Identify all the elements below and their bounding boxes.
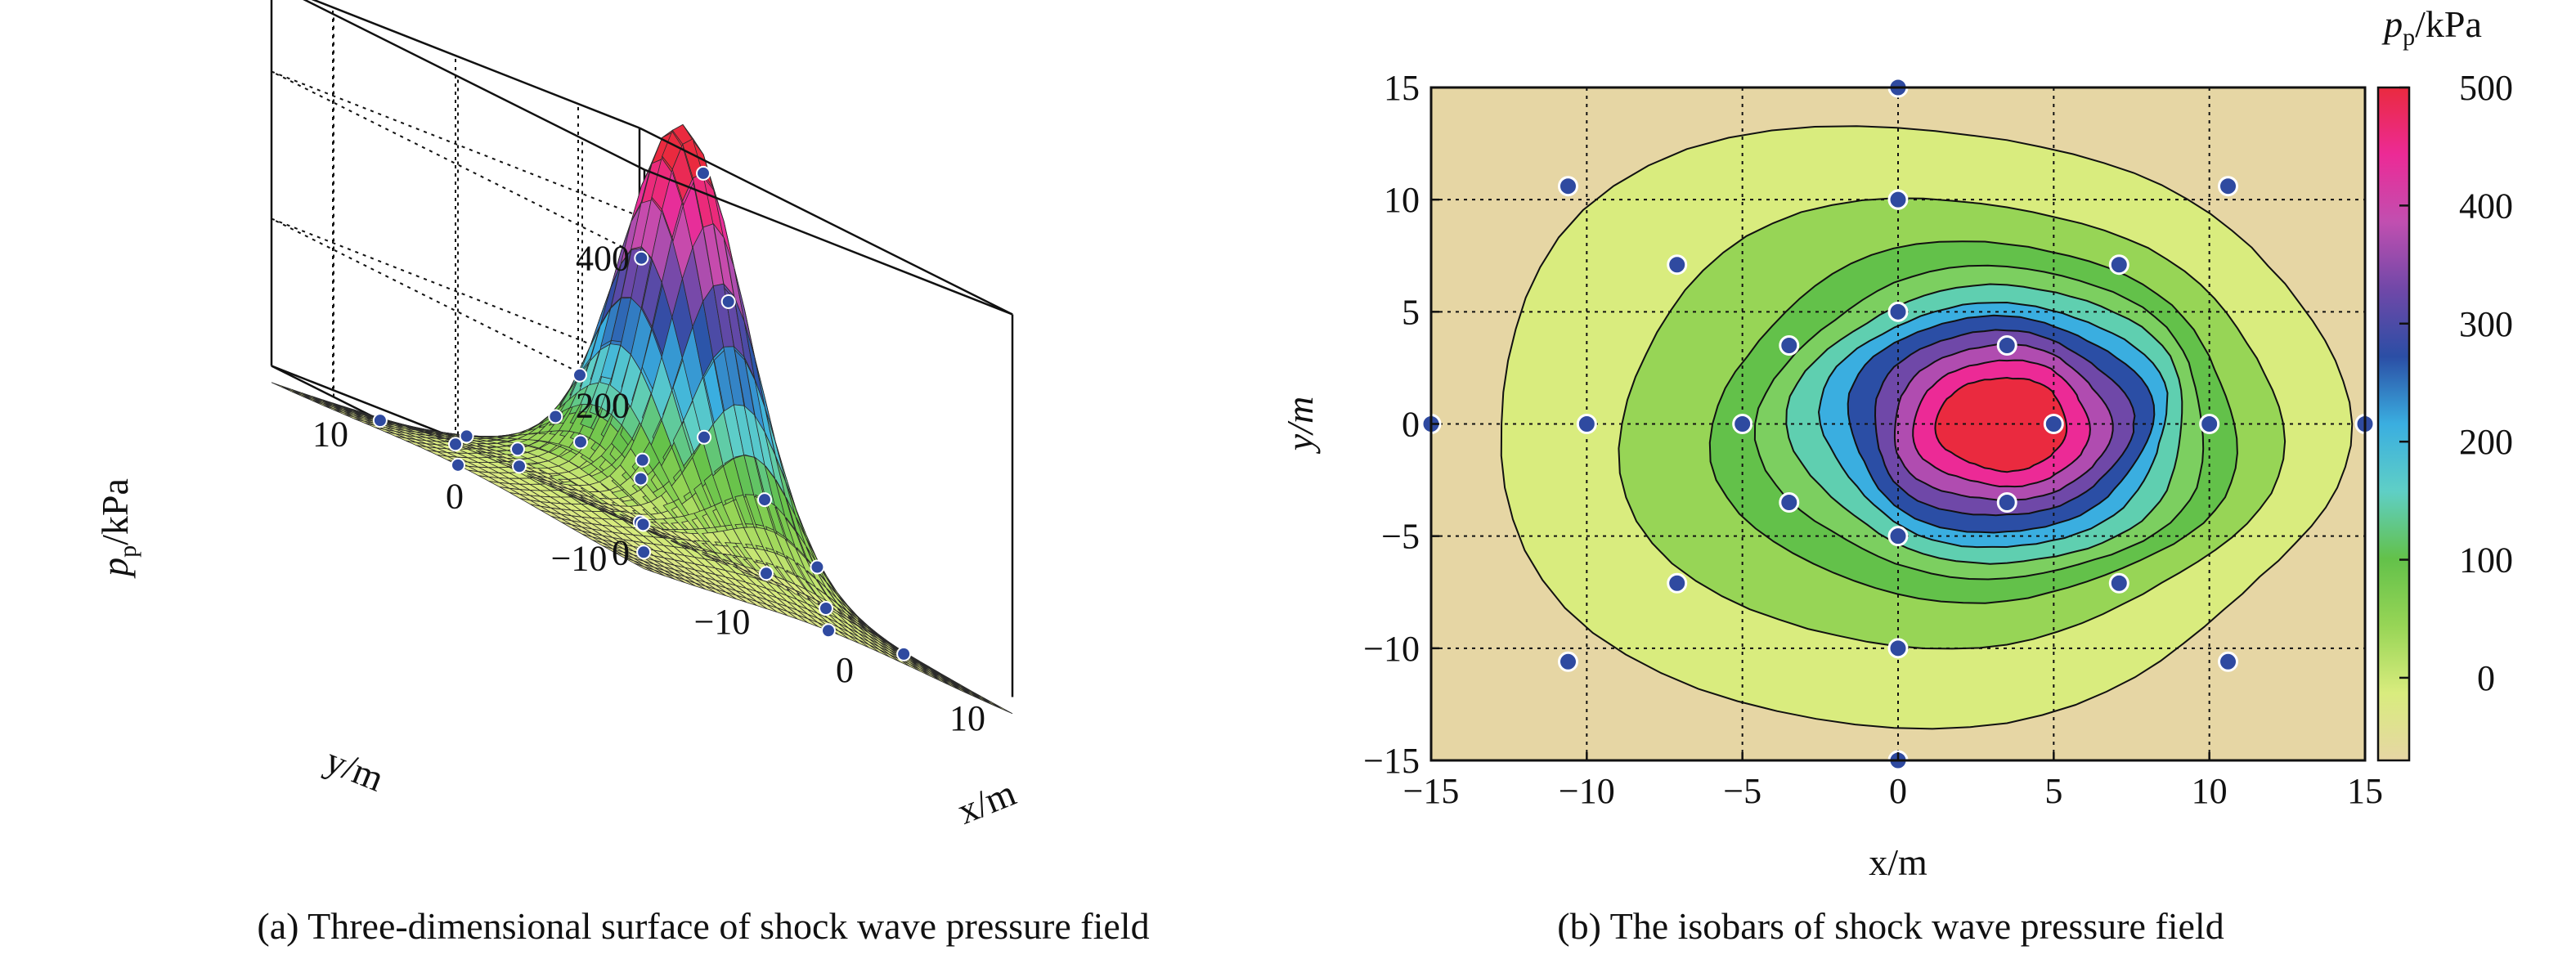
measurement-point	[2108, 254, 2129, 276]
y-tick-label: 10	[1384, 180, 1420, 220]
surface-ylabel: y/m	[320, 739, 390, 800]
measurement-point	[2108, 572, 2129, 594]
measurement-point	[1667, 572, 1688, 594]
box-edge	[639, 127, 1013, 316]
measurement-point	[635, 452, 650, 468]
colorbar-tick-label: 300	[2459, 304, 2513, 344]
measurement-point	[810, 559, 825, 575]
measurement-point	[1557, 176, 1578, 197]
measurement-point	[1996, 334, 2017, 356]
box-edge	[303, 0, 645, 171]
x-tick-label: −10	[694, 602, 751, 642]
measurement-point	[459, 428, 474, 444]
colorbar-tick-label: 0	[2477, 658, 2495, 698]
colorbar	[2376, 86, 2411, 762]
colorbar-tick-label: 200	[2459, 422, 2513, 462]
measurement-point	[696, 165, 711, 181]
measurement-point	[1576, 414, 1597, 434]
contour-panel: −15 −10 −5 0 5 10 15 −15 −10 −5 0 5 10 15 y/m x/m (b)…	[1279, 3, 2513, 947]
z-tick-label: 200	[576, 386, 630, 426]
measurement-point	[636, 545, 652, 560]
contour-ticks: −15 −10 −5 0 5 10 15 −15 −10 −5 0 5 10 15	[1363, 68, 2383, 811]
colorbar-tick-label: 500	[2459, 68, 2513, 108]
x-tick-label: −10	[1559, 771, 1615, 811]
x-tick-label: 10	[949, 698, 985, 738]
measurement-point	[819, 600, 833, 616]
x-tick-label: 0	[1889, 771, 1907, 811]
measurement-point	[759, 566, 774, 581]
measurement-point	[510, 442, 525, 457]
measurement-point	[1887, 638, 1909, 659]
surface-box-front	[639, 127, 1014, 697]
y-tick-label: 10	[312, 415, 348, 455]
x-tick-label: −15	[1403, 771, 1460, 811]
measurement-point	[821, 623, 836, 639]
z-tick-label: 400	[576, 239, 630, 279]
box-edge	[644, 168, 1013, 316]
measurement-point	[572, 367, 587, 383]
surface-caption: (a) Three-dimensional surface of shock w…	[257, 905, 1149, 947]
x-tick-label: 15	[2347, 771, 2383, 811]
z-tick-label: 0	[612, 533, 630, 573]
measurement-point	[573, 434, 588, 450]
measurement-point	[1996, 492, 2017, 513]
surface-xlabel: x/m	[951, 772, 1021, 832]
x-tick-label: 0	[836, 650, 854, 690]
measurement-point	[635, 517, 651, 532]
measurement-point	[1887, 526, 1909, 547]
measurement-point	[697, 429, 711, 445]
measurement-point	[1557, 651, 1578, 672]
measurement-point	[451, 457, 465, 473]
y-tick-label: 5	[1402, 292, 1420, 332]
surface-zlabel: pp/kPa	[94, 478, 141, 579]
y-tick-label: −10	[551, 539, 608, 579]
y-tick-label: 15	[1384, 68, 1420, 108]
x-tick-label: 5	[2044, 771, 2062, 811]
measurement-point	[1732, 414, 1753, 434]
y-tick-label: −5	[1381, 517, 1420, 557]
colorbar-ticks: 0 100 200 300 400 500	[2399, 68, 2513, 698]
y-tick-label: 0	[1402, 405, 1420, 445]
measurement-point	[2199, 414, 2220, 434]
contour-xlabel: x/m	[1869, 841, 1928, 883]
measurement-point	[1779, 492, 1800, 513]
measurement-point	[757, 492, 772, 508]
y-tick-label: 0	[446, 477, 464, 517]
x-tick-label: −5	[1723, 771, 1761, 811]
y-tick-label: −10	[1363, 629, 1420, 669]
measurement-point	[1667, 254, 1688, 276]
measurement-point	[1779, 334, 1800, 356]
measurement-point	[634, 250, 649, 266]
isobar-490	[1934, 376, 2068, 473]
box-edge	[311, 0, 640, 129]
surface-mesh	[271, 123, 1013, 715]
measurement-point	[896, 646, 912, 661]
y-tick-label: −15	[1363, 741, 1420, 781]
surface-points	[372, 165, 912, 661]
colorbar-tick-label: 100	[2459, 540, 2513, 581]
measurement-point	[372, 413, 388, 428]
measurement-point	[512, 459, 527, 474]
measurement-point	[1887, 301, 1909, 322]
measurement-point	[1887, 189, 1909, 210]
contour-caption: (b) The isobars of shock wave pressure f…	[1557, 905, 2224, 947]
contour-ylabel: y/m	[1279, 397, 1321, 454]
measurement-point	[448, 437, 463, 452]
colorbar-label: pp/kPa	[2381, 3, 2482, 51]
measurement-point	[720, 294, 736, 309]
contour-points	[1420, 77, 2376, 771]
x-tick-label: 10	[2192, 771, 2228, 811]
measurement-point	[2218, 651, 2239, 672]
measurement-point	[2043, 414, 2064, 434]
measurement-point	[633, 471, 648, 486]
colorbar-tick-label: 400	[2459, 186, 2513, 226]
surface-cell	[991, 702, 1013, 715]
measurement-point	[548, 409, 563, 424]
measurement-point	[2218, 176, 2239, 197]
